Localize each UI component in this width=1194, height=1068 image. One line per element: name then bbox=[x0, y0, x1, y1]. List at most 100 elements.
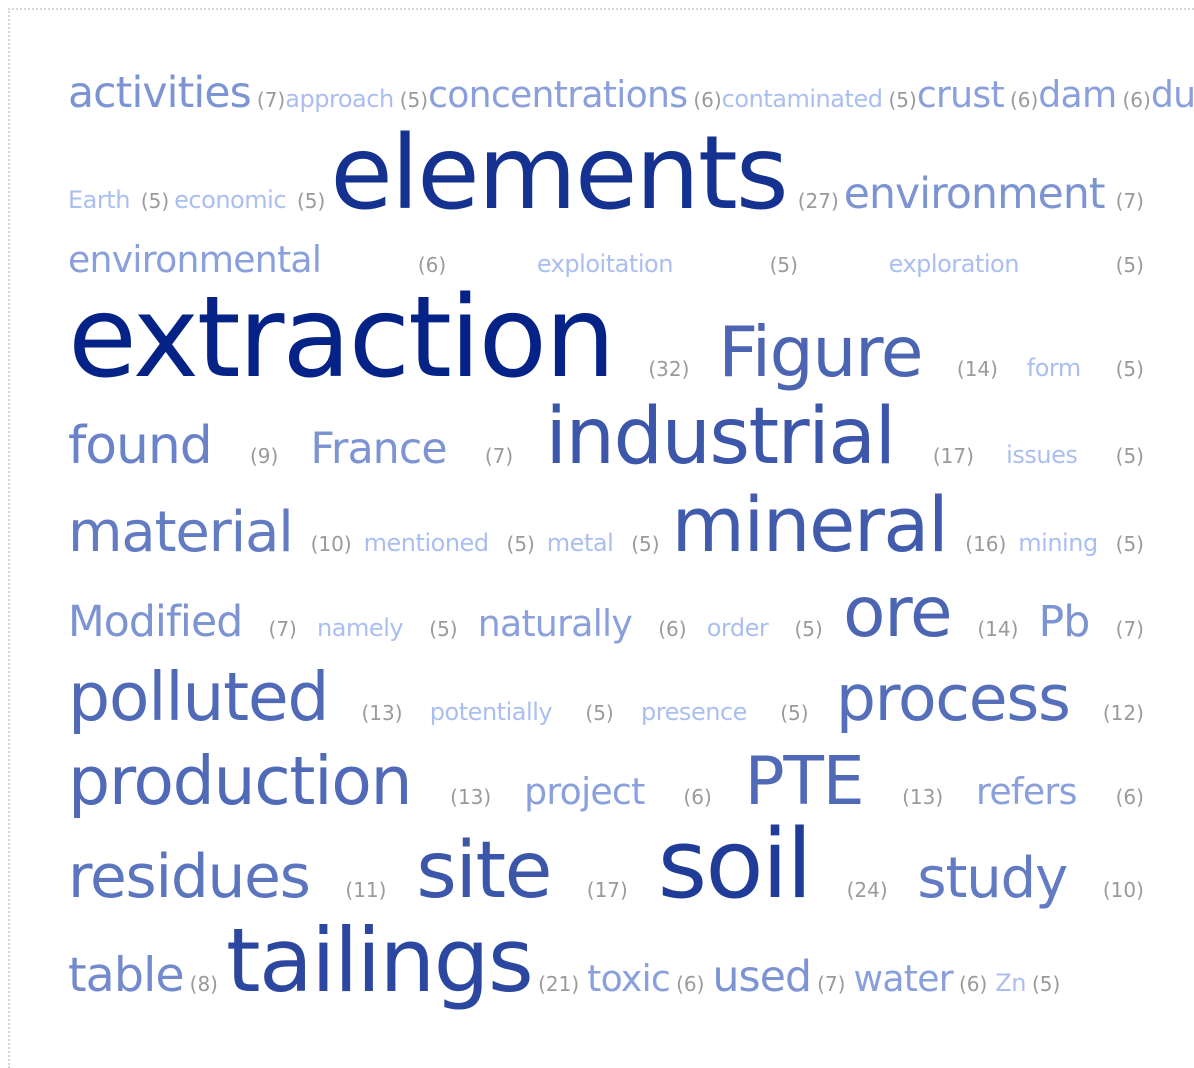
word-row: production (13) project (6) PTE (13) refers (6) bbox=[68, 742, 1144, 821]
word: site bbox=[416, 825, 552, 916]
word: polluted bbox=[68, 658, 330, 737]
word: table bbox=[68, 948, 185, 1004]
word: PTE bbox=[744, 742, 865, 821]
word: activities bbox=[68, 68, 252, 118]
word-count: (10) bbox=[310, 532, 352, 557]
word-count: (16) bbox=[965, 532, 1007, 557]
word-count: (12) bbox=[1102, 701, 1144, 726]
word-row: Earth (5) economic (5) elements (27) environme… bbox=[68, 113, 1144, 233]
word-cloud: activities (7) approach (5) concentrations (6… bbox=[8, 8, 1194, 1068]
word-row: found (9) France (7) industrial (17) issues (5) bbox=[68, 398, 1144, 476]
word: extraction bbox=[68, 272, 616, 403]
word-count: (17) bbox=[586, 877, 628, 902]
word-row: table (8) tailings (21) toxic (6) used (7) water… bbox=[68, 909, 1144, 1013]
word-count: (6) bbox=[417, 252, 447, 277]
word: used bbox=[712, 953, 812, 1003]
word-count: (5) bbox=[1115, 532, 1144, 557]
word-count: (32) bbox=[648, 356, 690, 381]
word: economic bbox=[174, 185, 287, 214]
word-count: (6) bbox=[683, 785, 712, 810]
word: due bbox=[1150, 72, 1194, 116]
word: mineral bbox=[671, 481, 948, 570]
word: form bbox=[1026, 353, 1082, 382]
word-count: (9) bbox=[249, 444, 279, 469]
word: residues bbox=[68, 842, 311, 912]
word: Earth bbox=[68, 185, 130, 214]
word: order bbox=[706, 613, 769, 642]
word: elements bbox=[330, 113, 789, 233]
word: industrial bbox=[545, 392, 896, 483]
word: study bbox=[917, 845, 1068, 911]
word: soil bbox=[657, 809, 813, 920]
word: mining bbox=[1018, 529, 1098, 558]
word: refers bbox=[976, 770, 1077, 814]
word-count: (5) bbox=[585, 701, 614, 726]
word: crust bbox=[916, 72, 1005, 116]
word: naturally bbox=[477, 601, 633, 645]
word: presence bbox=[641, 698, 747, 727]
word: material bbox=[68, 500, 294, 566]
word-count: (6) bbox=[1115, 785, 1144, 810]
word-count: (13) bbox=[361, 701, 403, 726]
word-count: (7) bbox=[268, 616, 297, 641]
word-count: (5) bbox=[1115, 444, 1144, 469]
word: contaminated bbox=[721, 84, 883, 113]
word: environment bbox=[843, 169, 1106, 219]
word-count: (21) bbox=[538, 972, 580, 997]
word: Figure bbox=[718, 311, 923, 393]
word-count: (14) bbox=[977, 616, 1019, 641]
word-count: (17) bbox=[932, 444, 974, 469]
word: project bbox=[524, 770, 645, 814]
word-count: (5) bbox=[429, 616, 458, 641]
word-row: Modified (7) namely (5) naturally (6) order (5)… bbox=[68, 578, 1144, 648]
word-count: (5) bbox=[1115, 356, 1144, 381]
word-count: (13) bbox=[450, 785, 492, 810]
word-count: (10) bbox=[1102, 877, 1144, 902]
word-count: (14) bbox=[956, 356, 998, 381]
word-count: (5) bbox=[296, 188, 326, 213]
word-count: (8) bbox=[189, 972, 218, 997]
word-count: (5) bbox=[506, 532, 535, 557]
word-count: (6) bbox=[676, 972, 705, 997]
word: environmental bbox=[68, 237, 322, 281]
word: mentioned bbox=[363, 529, 489, 558]
word-row: polluted (13) potentially (5) presence (5) pro… bbox=[68, 658, 1144, 737]
word-count: (5) bbox=[794, 616, 823, 641]
word: approach bbox=[285, 84, 394, 113]
word-count: (5) bbox=[399, 87, 429, 112]
word-row: activities (7) approach (5) concentrations (6… bbox=[68, 68, 1194, 118]
word: exploration bbox=[888, 249, 1020, 278]
word-count: (6) bbox=[1122, 87, 1151, 112]
word: Modified bbox=[68, 597, 243, 647]
word: water bbox=[853, 957, 953, 1001]
word: exploitation bbox=[536, 249, 674, 278]
word: concentrations bbox=[428, 72, 688, 116]
word-count: (5) bbox=[1031, 972, 1061, 997]
word-count: (6) bbox=[1009, 87, 1039, 112]
word-count: (13) bbox=[902, 785, 944, 810]
word: potentially bbox=[429, 698, 553, 727]
word-count: (7) bbox=[484, 444, 514, 469]
word: process bbox=[835, 661, 1071, 736]
word: issues bbox=[1006, 441, 1078, 470]
word-count: (6) bbox=[693, 87, 722, 112]
word: metal bbox=[546, 529, 614, 558]
word-count: (24) bbox=[846, 877, 888, 902]
word: production bbox=[68, 742, 413, 821]
word-row: residues (11) site (17) soil (24) study (10) bbox=[68, 809, 1144, 920]
word-count: (5) bbox=[769, 252, 798, 277]
word-count: (5) bbox=[1115, 252, 1144, 277]
word: namely bbox=[317, 613, 404, 642]
word-count: (27) bbox=[797, 188, 839, 213]
word-count: (6) bbox=[658, 616, 687, 641]
word: Zn bbox=[995, 969, 1026, 998]
word: Pb bbox=[1038, 597, 1091, 647]
word: toxic bbox=[587, 957, 671, 1001]
word: France bbox=[310, 425, 448, 475]
word: tailings bbox=[225, 909, 534, 1013]
word-count: (7) bbox=[817, 972, 846, 997]
word-count: (7) bbox=[1115, 616, 1144, 641]
word: found bbox=[68, 416, 213, 477]
word-row: extraction (32) Figure (14) form (5) bbox=[68, 282, 1144, 394]
word-count: (7) bbox=[1115, 188, 1144, 213]
